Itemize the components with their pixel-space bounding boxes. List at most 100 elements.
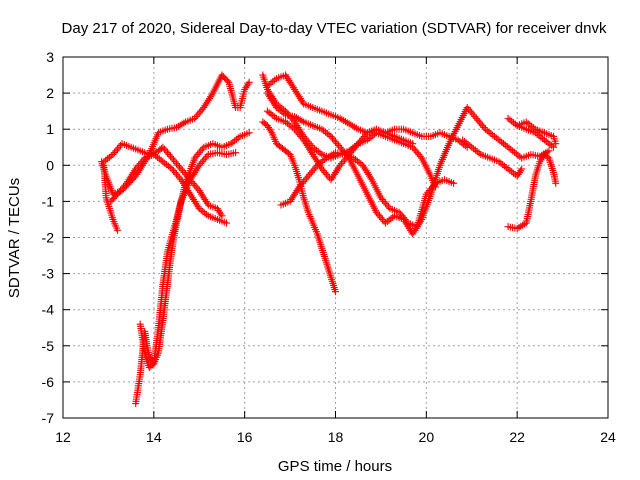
data-point bbox=[292, 127, 300, 135]
data-point bbox=[223, 77, 231, 85]
data-point bbox=[177, 165, 185, 173]
data-point bbox=[170, 156, 178, 164]
data-point bbox=[552, 179, 560, 187]
y-tick-label: 2 bbox=[46, 85, 54, 101]
data-point bbox=[377, 214, 385, 222]
data-point bbox=[160, 145, 168, 153]
data-point bbox=[471, 113, 479, 121]
data-point bbox=[328, 134, 336, 142]
data-point bbox=[381, 199, 389, 207]
y-axis-label: SDTVAR / TECUs bbox=[6, 178, 23, 298]
data-point bbox=[114, 145, 121, 153]
data-point bbox=[197, 107, 205, 115]
data-point bbox=[148, 361, 156, 369]
series-arc-6 bbox=[136, 129, 253, 371]
data-point bbox=[174, 172, 182, 180]
data-point bbox=[322, 170, 330, 178]
data-point bbox=[223, 219, 230, 227]
data-point bbox=[195, 109, 203, 117]
x-tick-label: 18 bbox=[328, 429, 344, 445]
data-point bbox=[480, 123, 488, 131]
data-point bbox=[332, 288, 339, 296]
data-point bbox=[375, 212, 383, 220]
data-point bbox=[478, 122, 486, 130]
data-point bbox=[450, 179, 458, 187]
series-arc-8 bbox=[259, 118, 339, 296]
data-point bbox=[306, 170, 314, 178]
data-series bbox=[98, 71, 560, 408]
y-tick-label: 0 bbox=[46, 157, 54, 173]
data-point bbox=[321, 169, 329, 177]
data-point bbox=[474, 116, 482, 124]
data-point bbox=[401, 215, 409, 223]
data-point bbox=[232, 149, 240, 157]
data-point bbox=[192, 183, 200, 191]
data-point bbox=[114, 226, 121, 234]
data-point bbox=[174, 161, 182, 169]
data-point bbox=[550, 143, 557, 151]
data-point bbox=[472, 114, 480, 122]
series-arc-16 bbox=[513, 118, 560, 148]
series-arc-1 bbox=[98, 71, 253, 198]
data-point bbox=[138, 158, 146, 166]
data-point bbox=[173, 159, 181, 167]
data-point bbox=[339, 158, 347, 166]
x-tick-label: 14 bbox=[146, 429, 162, 445]
series-arc-10 bbox=[263, 89, 553, 238]
data-point bbox=[166, 152, 174, 160]
series-arc-12 bbox=[263, 107, 439, 191]
data-point bbox=[310, 165, 318, 173]
data-point bbox=[545, 147, 553, 155]
data-point bbox=[380, 197, 388, 205]
series-arc-9 bbox=[263, 71, 471, 151]
data-point bbox=[171, 169, 179, 177]
data-point bbox=[297, 132, 305, 140]
x-tick-label: 22 bbox=[509, 429, 525, 445]
data-point bbox=[466, 107, 474, 115]
data-point bbox=[191, 181, 199, 189]
data-point bbox=[201, 154, 209, 162]
data-point bbox=[165, 150, 173, 158]
y-tick-label: 3 bbox=[46, 49, 54, 65]
data-point bbox=[477, 120, 485, 128]
data-point bbox=[194, 150, 202, 158]
data-point bbox=[171, 158, 179, 166]
data-point bbox=[304, 172, 312, 180]
y-tick-label: -6 bbox=[42, 374, 55, 390]
data-point bbox=[194, 111, 202, 119]
data-point bbox=[468, 109, 476, 117]
y-tick-label: -2 bbox=[42, 230, 55, 246]
data-point bbox=[157, 144, 165, 152]
data-point bbox=[415, 150, 423, 158]
series-arc-2 bbox=[100, 161, 121, 234]
data-point bbox=[333, 140, 341, 148]
data-point bbox=[163, 149, 171, 157]
x-tick-label: 20 bbox=[419, 429, 435, 445]
data-point bbox=[307, 169, 315, 177]
data-point bbox=[475, 118, 483, 126]
x-axis-label: GPS time / hours bbox=[278, 458, 392, 475]
data-point bbox=[197, 147, 205, 155]
y-tick-label: 1 bbox=[46, 121, 54, 137]
x-tick-label: 16 bbox=[237, 429, 253, 445]
data-point bbox=[332, 138, 339, 146]
data-point bbox=[176, 163, 184, 171]
y-tick-label: -1 bbox=[42, 193, 55, 209]
series-arc-4 bbox=[100, 140, 226, 220]
data-point bbox=[245, 129, 253, 137]
y-tick-label: -4 bbox=[42, 302, 55, 318]
x-tick-label: 12 bbox=[55, 429, 71, 445]
data-point bbox=[245, 78, 253, 86]
y-tick-label: -3 bbox=[42, 266, 55, 282]
data-point bbox=[117, 141, 125, 149]
data-point bbox=[173, 170, 181, 178]
series-arc-15 bbox=[504, 150, 560, 232]
data-point bbox=[431, 183, 439, 191]
data-point bbox=[309, 167, 317, 175]
data-point bbox=[518, 165, 526, 173]
data-point bbox=[552, 140, 560, 148]
data-point bbox=[195, 149, 203, 157]
data-point bbox=[469, 111, 477, 119]
data-point bbox=[412, 147, 420, 155]
